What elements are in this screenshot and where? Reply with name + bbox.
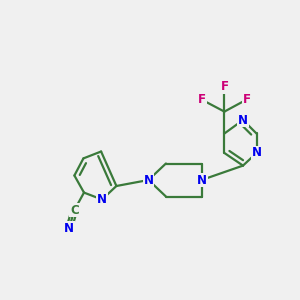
Text: C: C	[70, 203, 79, 217]
Text: F: F	[243, 93, 250, 106]
Text: N: N	[251, 146, 262, 160]
Text: F: F	[220, 80, 228, 94]
Text: N: N	[238, 113, 248, 127]
Text: N: N	[196, 173, 207, 187]
Text: N: N	[143, 173, 154, 187]
Text: F: F	[198, 93, 206, 106]
Text: N: N	[97, 193, 107, 206]
Text: N: N	[64, 222, 74, 235]
